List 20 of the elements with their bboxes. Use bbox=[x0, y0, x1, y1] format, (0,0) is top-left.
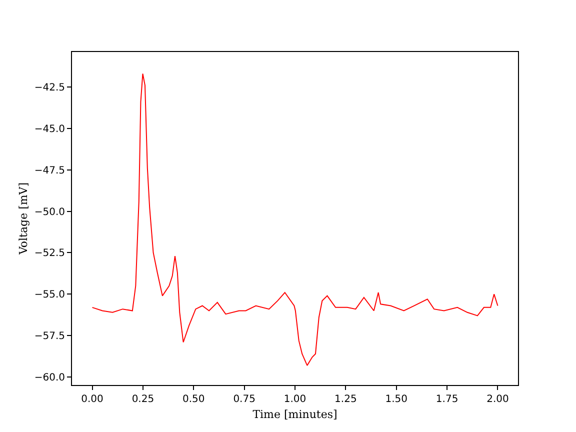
x-tick-label: 1.50 bbox=[385, 394, 408, 405]
x-tick-label: 0.00 bbox=[81, 394, 104, 405]
x-tick-label: 1.75 bbox=[436, 394, 458, 405]
y-tick-label: −45.0 bbox=[34, 124, 65, 135]
line-series bbox=[92, 73, 498, 366]
x-tick-label: 0.75 bbox=[233, 394, 256, 405]
y-tick-label: −60.0 bbox=[34, 372, 65, 384]
y-tick-label: −55.0 bbox=[34, 290, 65, 301]
y-tick-label: −42.5 bbox=[34, 82, 65, 94]
y-tick-label: −50.0 bbox=[34, 206, 65, 218]
x-tick-label: 1.25 bbox=[334, 394, 357, 405]
x-tick-label: 0.50 bbox=[182, 394, 205, 405]
y-axis-title: Voltage [mV] bbox=[16, 182, 30, 256]
x-tick-label: 0.25 bbox=[132, 394, 154, 405]
x-tick-label: 2.00 bbox=[486, 394, 509, 405]
x-tick-label: 1.00 bbox=[284, 394, 306, 405]
y-tick-label: −52.5 bbox=[34, 248, 65, 260]
y-tick-label: −47.5 bbox=[34, 165, 65, 176]
y-tick-label: −57.5 bbox=[34, 331, 65, 342]
x-axis-title: Time [minutes] bbox=[252, 408, 338, 422]
